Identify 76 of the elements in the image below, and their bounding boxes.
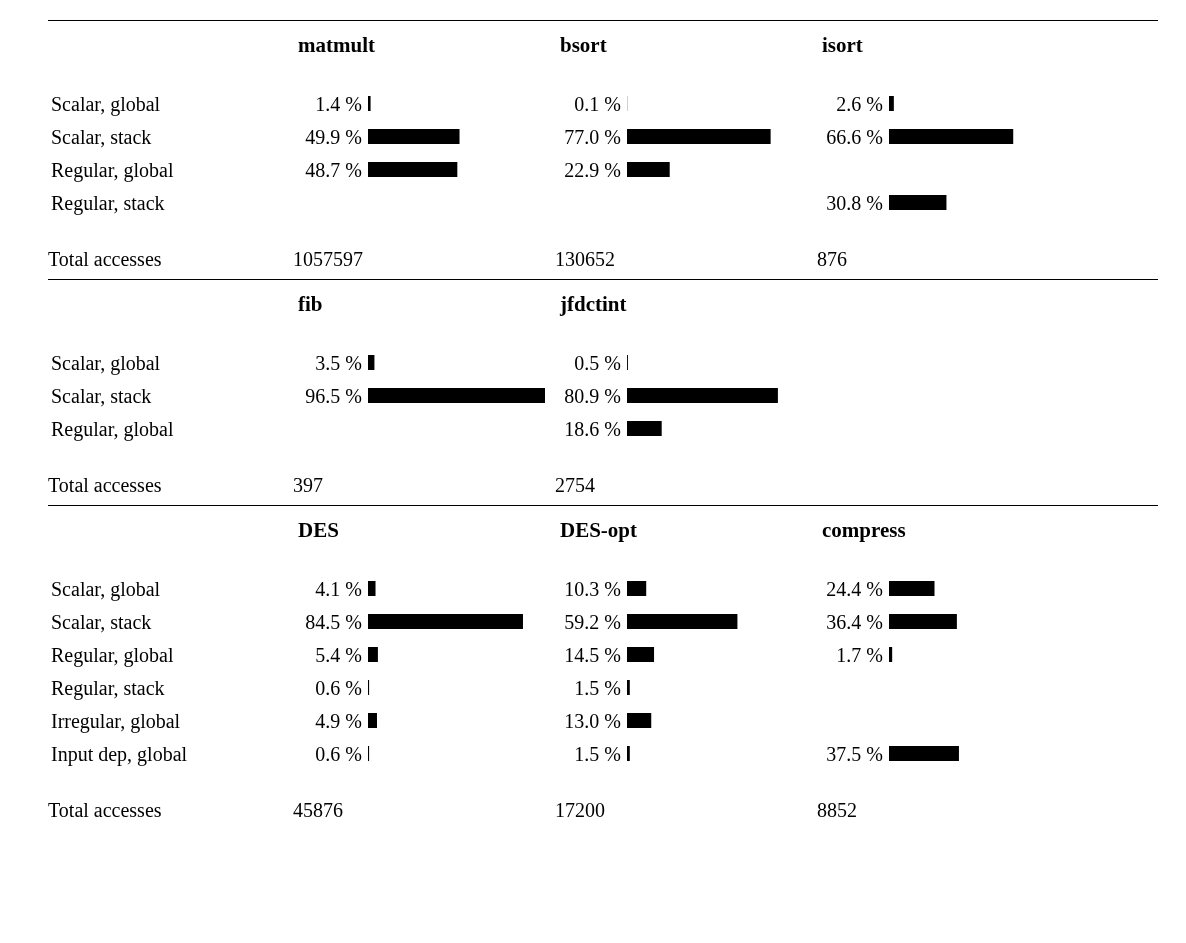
data-label: 30.8 % bbox=[826, 191, 883, 214]
bar bbox=[627, 581, 647, 596]
data-label: 96.5 % bbox=[305, 384, 362, 407]
chart-title: fib bbox=[298, 291, 323, 316]
data-label: 80.9 % bbox=[564, 384, 621, 407]
bar bbox=[627, 746, 630, 761]
data-label: 49.9 % bbox=[305, 125, 362, 148]
data-label: 14.5 % bbox=[564, 643, 621, 666]
y-tick-label: Regular, global bbox=[51, 417, 174, 441]
y-tick-label: Regular, global bbox=[51, 158, 174, 182]
y-tick-label: Scalar, stack bbox=[51, 610, 152, 633]
text: Total accesses bbox=[48, 799, 162, 821]
data-label: 0.5 % bbox=[574, 351, 621, 374]
y-tick-label: Scalar, global bbox=[51, 351, 161, 375]
text: 8852 bbox=[817, 799, 857, 821]
bar bbox=[889, 746, 959, 761]
chart-title: DES bbox=[298, 517, 339, 542]
data-label: 1.7 % bbox=[836, 643, 883, 666]
bar bbox=[368, 581, 376, 596]
text: 397 bbox=[293, 474, 323, 496]
data-label: 0.6 % bbox=[315, 676, 362, 699]
bar bbox=[368, 614, 523, 629]
data-label: 84.5 % bbox=[305, 610, 362, 633]
data-label: 5.4 % bbox=[315, 643, 362, 666]
data-label: 18.6 % bbox=[564, 417, 621, 440]
text: 2754 bbox=[555, 474, 595, 496]
data-label: 48.7 % bbox=[305, 158, 362, 181]
y-tick-label: Scalar, stack bbox=[51, 125, 152, 148]
text: 876 bbox=[817, 248, 847, 270]
data-label: 1.4 % bbox=[315, 92, 362, 115]
chart-title: bsort bbox=[560, 32, 607, 57]
y-tick-label: Regular, stack bbox=[51, 676, 165, 700]
text: 45876 bbox=[293, 799, 343, 821]
y-tick-label: Regular, stack bbox=[51, 191, 165, 215]
bar bbox=[889, 647, 893, 662]
chart-title: matmult bbox=[298, 32, 375, 57]
y-tick-label: Regular, global bbox=[51, 643, 174, 667]
data-label: 22.9 % bbox=[564, 158, 621, 181]
data-label: 1.5 % bbox=[574, 742, 621, 765]
y-tick-label: Scalar, global bbox=[51, 92, 161, 116]
bar bbox=[627, 647, 655, 662]
chart-title: jfdctint bbox=[559, 291, 627, 316]
text: 1057597 bbox=[293, 248, 363, 270]
bar bbox=[627, 614, 738, 629]
data-label: 3.5 % bbox=[315, 351, 362, 374]
data-label: 36.4 % bbox=[826, 610, 883, 633]
data-label: 24.4 % bbox=[826, 577, 883, 600]
text: Total accesses bbox=[48, 474, 162, 496]
y-tick-label: Scalar, global bbox=[51, 577, 161, 601]
data-label: 0.6 % bbox=[315, 742, 362, 765]
data-label: 37.5 % bbox=[826, 742, 883, 765]
bar bbox=[627, 713, 652, 728]
bar bbox=[889, 581, 935, 596]
y-tick-label: Input dep, global bbox=[51, 742, 188, 766]
chart-title: DES-opt bbox=[560, 517, 638, 542]
data-label: 4.1 % bbox=[315, 577, 362, 600]
text: Total accesses bbox=[48, 248, 162, 270]
data-label: 66.6 % bbox=[826, 125, 883, 148]
data-label: 0.1 % bbox=[574, 92, 621, 115]
data-label: 77.0 % bbox=[564, 125, 621, 148]
bar bbox=[627, 680, 630, 695]
y-tick-label: Scalar, stack bbox=[51, 384, 152, 407]
bar bbox=[368, 647, 378, 662]
data-label: 2.6 % bbox=[836, 92, 883, 115]
bar bbox=[368, 713, 377, 728]
text: 130652 bbox=[555, 248, 615, 270]
chart-title: compress bbox=[822, 517, 906, 542]
data-label: 13.0 % bbox=[564, 709, 621, 732]
y-tick-label: Irregular, global bbox=[51, 709, 181, 733]
data-label: 1.5 % bbox=[574, 676, 621, 699]
text: 17200 bbox=[555, 799, 605, 821]
data-label: 59.2 % bbox=[564, 610, 621, 633]
bar bbox=[889, 614, 957, 629]
data-label: 4.9 % bbox=[315, 709, 362, 732]
chart-title: isort bbox=[822, 32, 863, 57]
data-label: 10.3 % bbox=[564, 577, 621, 600]
